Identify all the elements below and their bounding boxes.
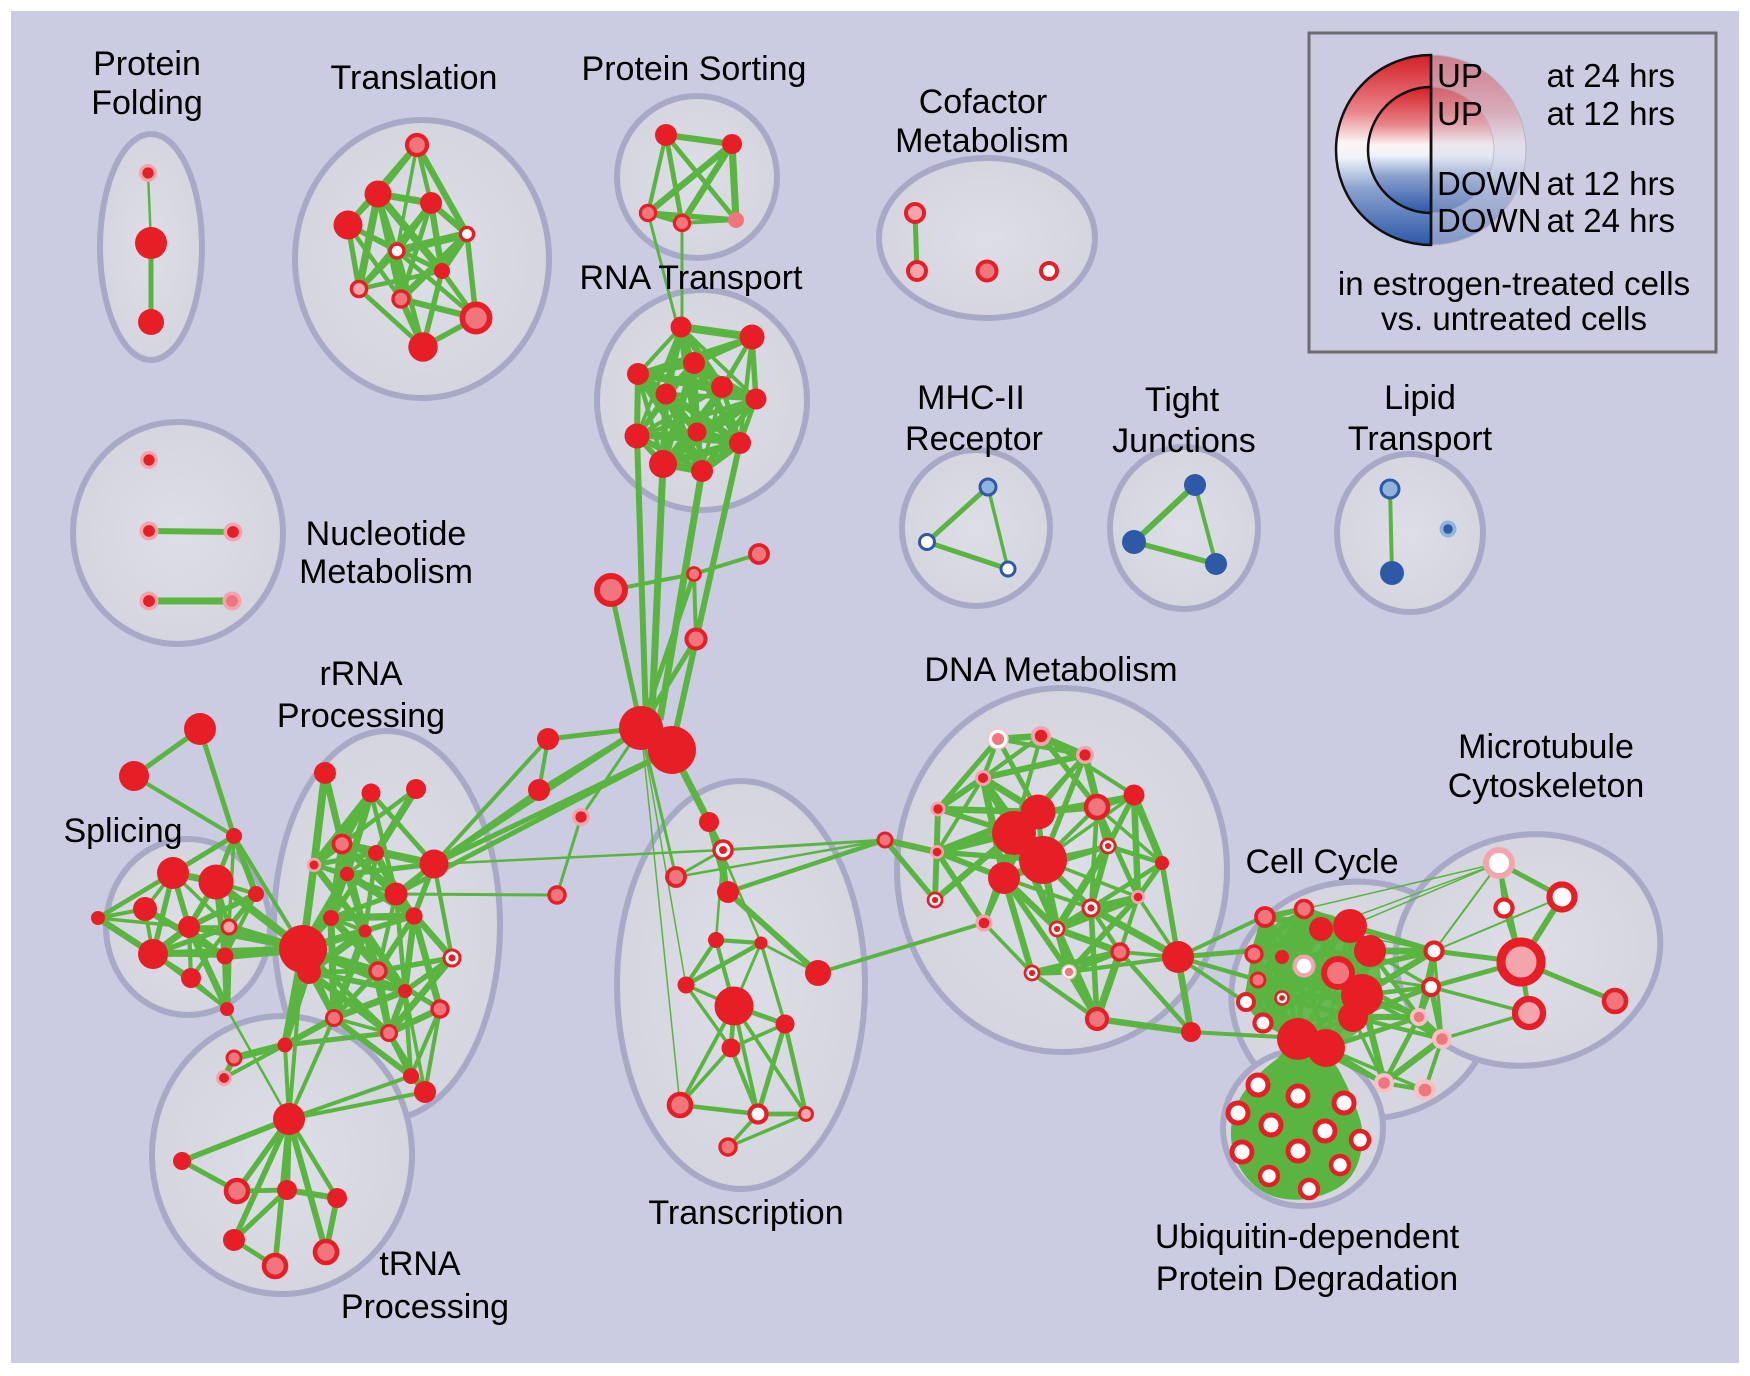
svg-text:Microtubule: Microtubule [1458, 728, 1634, 766]
svg-text:RNA Transport: RNA Transport [580, 259, 804, 297]
svg-text:Transcription: Transcription [648, 1194, 843, 1232]
svg-text:DNA Metabolism: DNA Metabolism [924, 651, 1177, 689]
svg-text:in estrogen-treated cells: in estrogen-treated cells [1338, 265, 1690, 302]
svg-text:Metabolism: Metabolism [895, 122, 1069, 160]
svg-text:Nucleotide: Nucleotide [306, 515, 467, 553]
svg-text:at 12 hrs: at 12 hrs [1547, 95, 1675, 132]
svg-text:UP: UP [1437, 95, 1483, 132]
svg-text:at 12 hrs: at 12 hrs [1547, 165, 1675, 202]
svg-text:Protein Degradation: Protein Degradation [1156, 1260, 1458, 1298]
svg-text:Ubiquitin-dependent: Ubiquitin-dependent [1155, 1218, 1460, 1256]
svg-text:at 24 hrs: at 24 hrs [1547, 57, 1675, 94]
svg-text:Tight: Tight [1145, 381, 1220, 419]
svg-text:Splicing: Splicing [63, 812, 182, 850]
svg-text:vs. untreated cells: vs. untreated cells [1381, 300, 1647, 337]
svg-text:MHC-II: MHC-II [917, 379, 1025, 417]
svg-text:Protein: Protein [93, 45, 201, 83]
svg-text:Translation: Translation [331, 59, 498, 97]
svg-text:Lipid: Lipid [1384, 379, 1456, 417]
svg-text:Processing: Processing [277, 697, 445, 735]
svg-text:at 24 hrs: at 24 hrs [1547, 202, 1675, 239]
svg-text:Protein Sorting: Protein Sorting [582, 50, 807, 88]
svg-text:Cofactor: Cofactor [919, 83, 1048, 121]
svg-text:UP: UP [1437, 57, 1483, 94]
svg-text:rRNA: rRNA [319, 655, 402, 693]
svg-text:DOWN: DOWN [1437, 202, 1541, 239]
svg-text:DOWN: DOWN [1437, 165, 1541, 202]
svg-text:Metabolism: Metabolism [299, 553, 473, 591]
svg-text:Cytoskeleton: Cytoskeleton [1448, 767, 1645, 805]
svg-text:Folding: Folding [91, 84, 203, 122]
svg-text:Processing: Processing [341, 1288, 509, 1326]
svg-text:Junctions: Junctions [1112, 422, 1256, 460]
svg-text:tRNA: tRNA [379, 1245, 461, 1283]
svg-text:Transport: Transport [1348, 420, 1493, 458]
svg-text:Cell Cycle: Cell Cycle [1245, 843, 1398, 881]
svg-text:Receptor: Receptor [905, 420, 1043, 458]
